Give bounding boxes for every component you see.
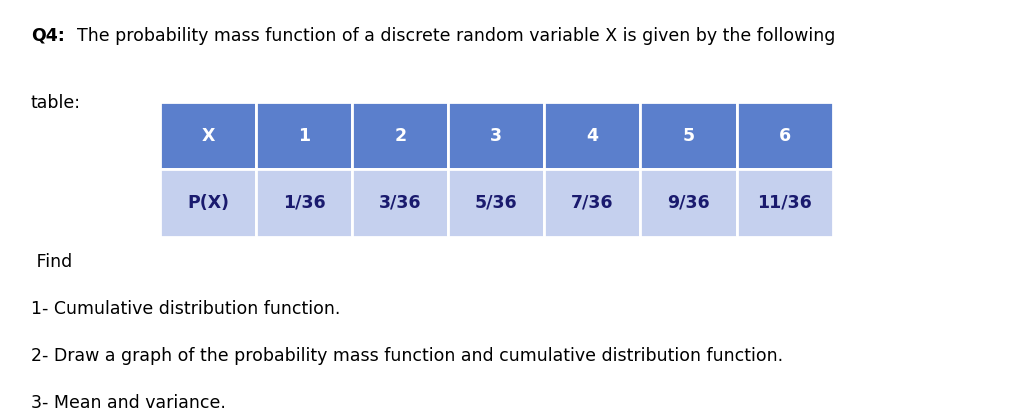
Text: 11/36: 11/36 (757, 194, 812, 212)
FancyBboxPatch shape (544, 169, 640, 237)
FancyBboxPatch shape (160, 169, 256, 237)
Text: 2: 2 (395, 126, 406, 145)
FancyBboxPatch shape (352, 169, 448, 237)
Text: 4: 4 (587, 126, 598, 145)
FancyBboxPatch shape (544, 102, 640, 169)
FancyBboxPatch shape (737, 169, 833, 237)
FancyBboxPatch shape (737, 102, 833, 169)
Text: 5/36: 5/36 (475, 194, 518, 212)
FancyBboxPatch shape (160, 102, 256, 169)
Text: Find: Find (31, 253, 72, 271)
Text: The probability mass function of a discrete random variable X is given by the fo: The probability mass function of a discr… (77, 27, 836, 44)
Text: 7/36: 7/36 (571, 194, 614, 212)
Text: 1/36: 1/36 (283, 194, 325, 212)
Text: table:: table: (31, 94, 81, 112)
Text: P(X): P(X) (187, 194, 229, 212)
Text: 3: 3 (491, 126, 502, 145)
Text: 1- Cumulative distribution function.: 1- Cumulative distribution function. (31, 300, 340, 318)
FancyBboxPatch shape (448, 102, 544, 169)
Text: X: X (201, 126, 215, 145)
Text: 3- Mean and variance.: 3- Mean and variance. (31, 394, 226, 408)
Text: 3/36: 3/36 (379, 194, 421, 212)
Text: 1: 1 (299, 126, 310, 145)
Text: 9/36: 9/36 (667, 194, 710, 212)
Text: Q4:: Q4: (31, 27, 65, 44)
Text: 5: 5 (683, 126, 694, 145)
FancyBboxPatch shape (448, 169, 544, 237)
Text: 6: 6 (779, 126, 790, 145)
Text: 2- Draw a graph of the probability mass function and cumulative distribution fun: 2- Draw a graph of the probability mass … (31, 347, 783, 365)
FancyBboxPatch shape (640, 169, 737, 237)
FancyBboxPatch shape (352, 102, 448, 169)
FancyBboxPatch shape (256, 102, 352, 169)
FancyBboxPatch shape (256, 169, 352, 237)
FancyBboxPatch shape (640, 102, 737, 169)
